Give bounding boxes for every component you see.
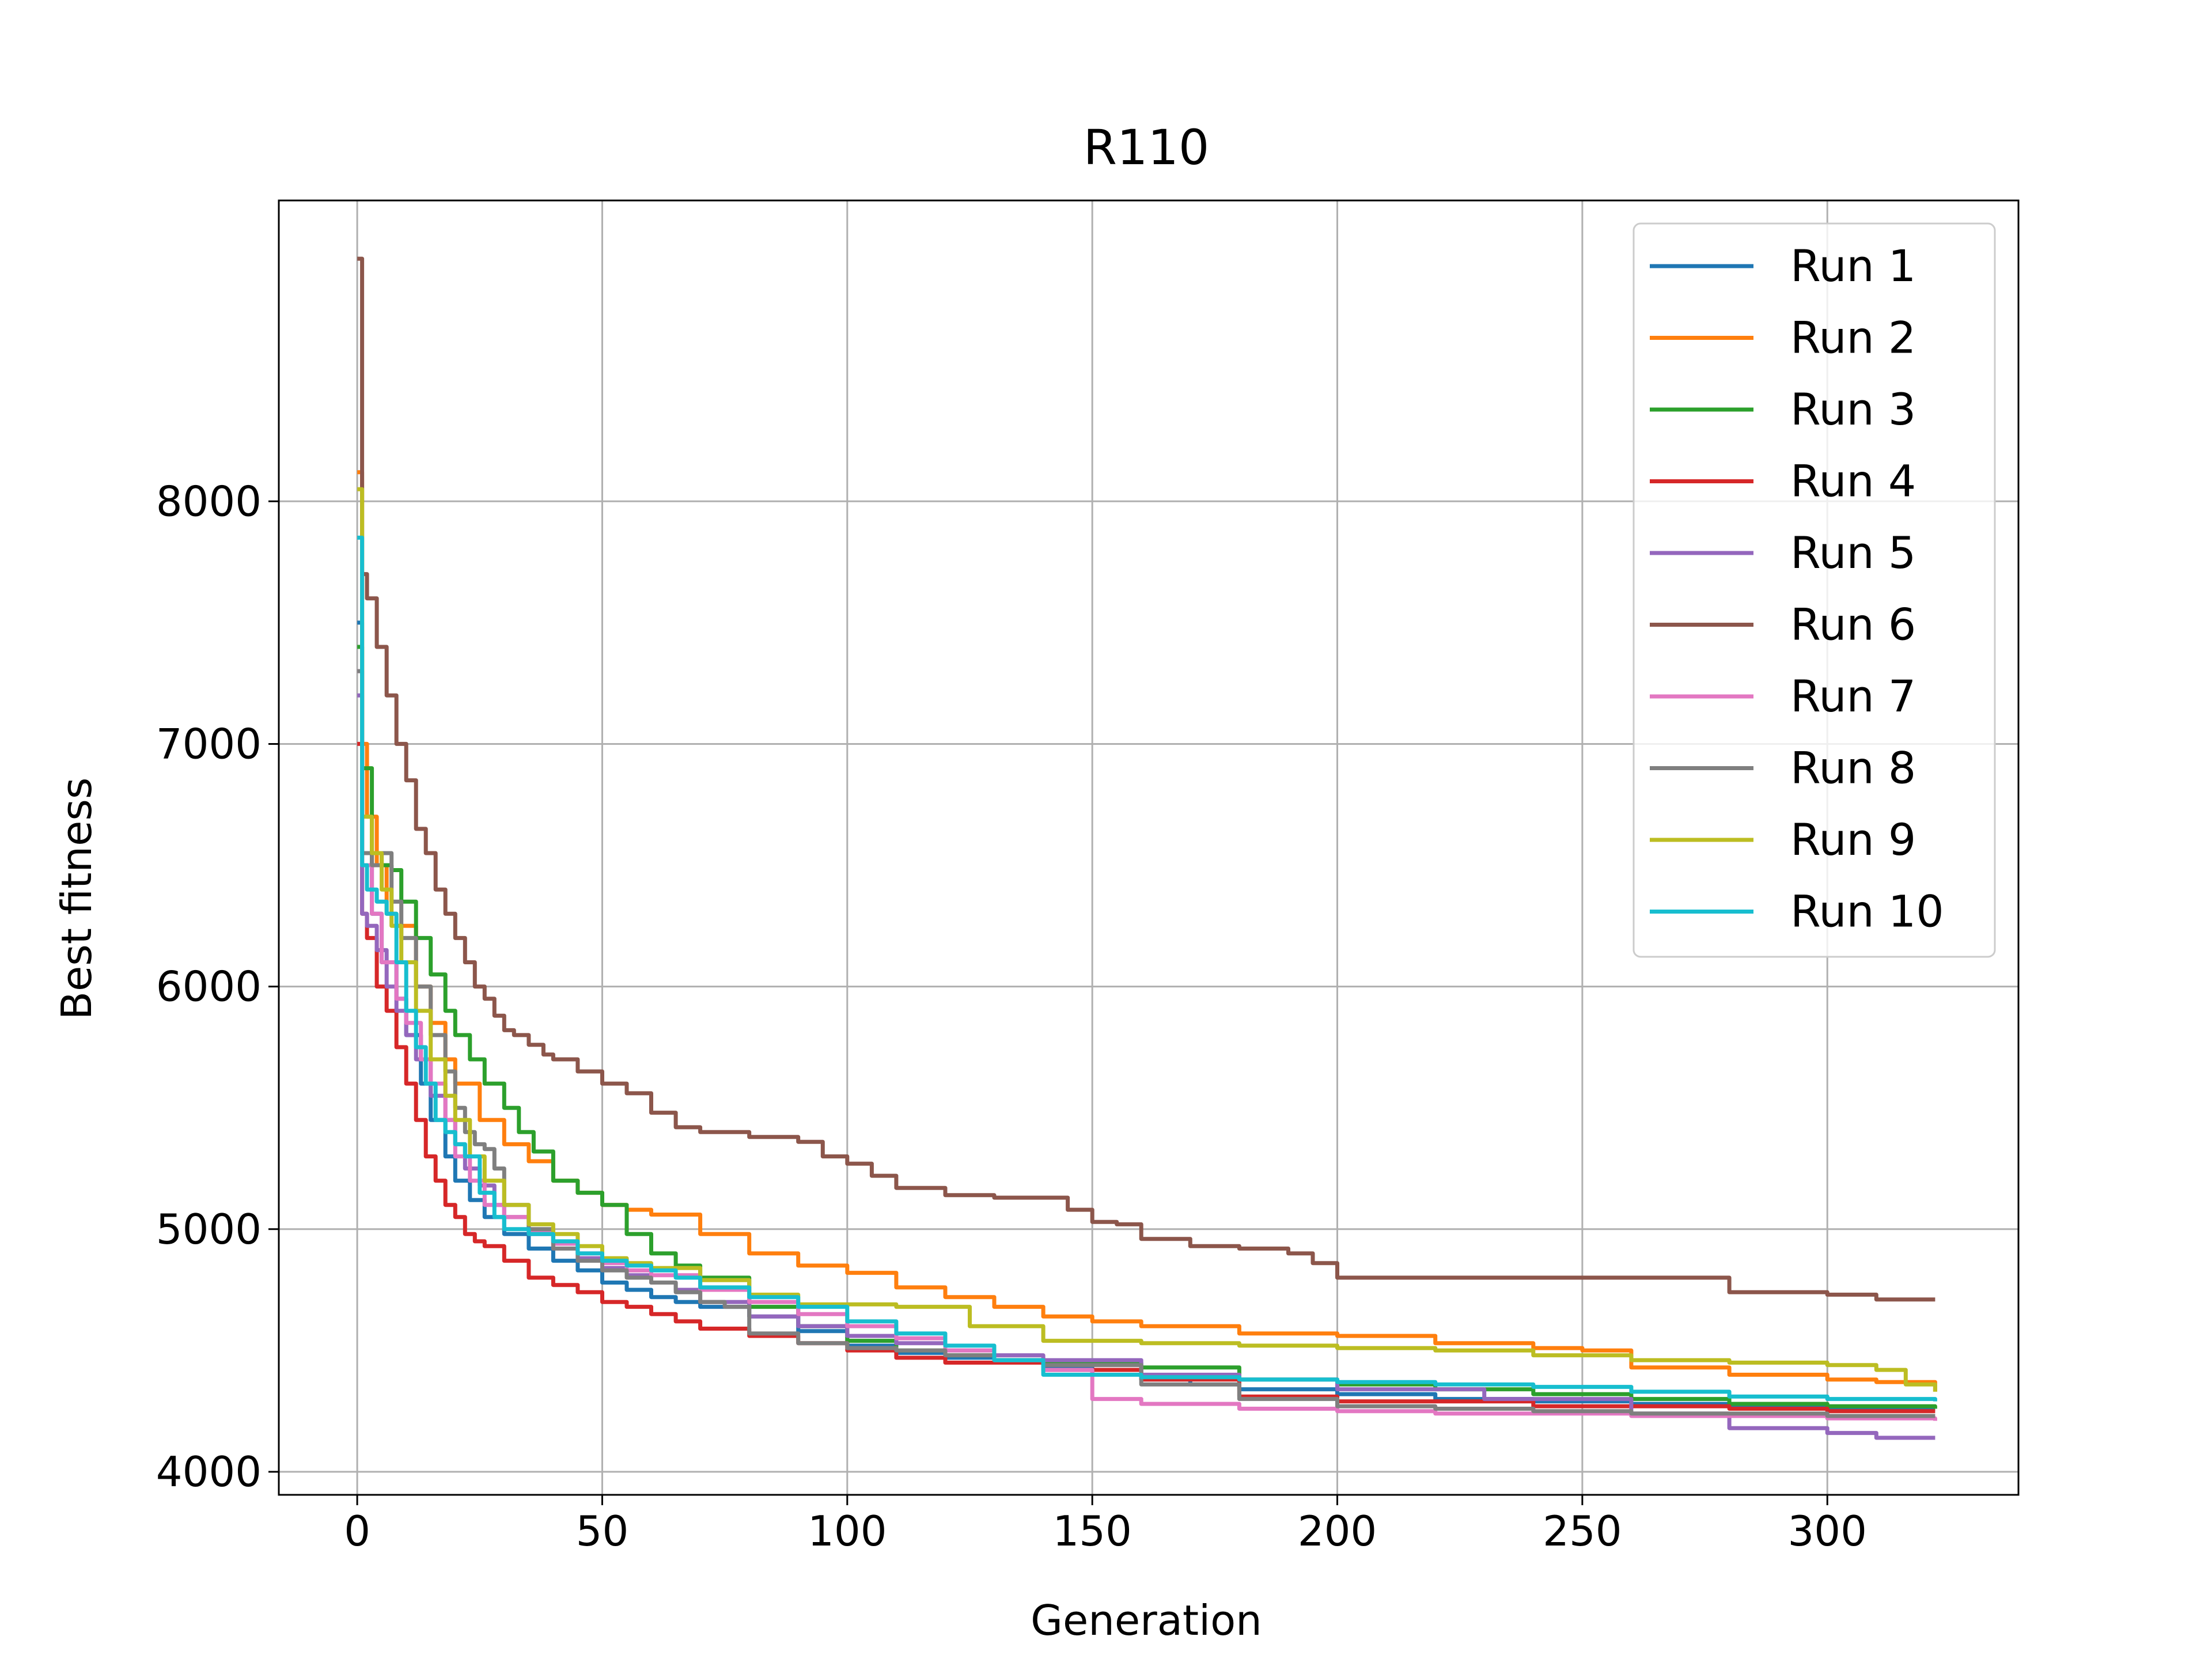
legend-label: Run 9 [1790,814,1916,865]
series-line-run-10 [357,535,1937,1402]
y-tick-label: 5000 [156,1205,262,1253]
legend-label: Run 7 [1790,671,1916,722]
y-axis-label: Best fitness [52,778,101,1020]
x-axis-label: Generation [1031,1596,1262,1645]
plot-frame [278,199,2020,1496]
x-tick-label: 300 [1788,1507,1867,1555]
x-tick-label: 0 [344,1507,370,1555]
legend-label: Run 3 [1790,384,1916,435]
x-tick-label: 100 [808,1507,887,1555]
y-tick-label: 4000 [156,1448,262,1496]
series-line-run-6 [357,256,1936,1302]
legend-label: Run 10 [1790,886,1944,937]
x-tick-label: 150 [1052,1507,1131,1555]
chart-title: R110 [1084,119,1210,176]
legend-label: Run 1 [1790,240,1916,291]
legend: Run 1 Run 2 Run 3 Run 4 Run 5 Run 6 Run 7 Run 8… [1633,222,1996,958]
series-line-run-8 [357,669,1936,1418]
y-tick-label: 6000 [156,963,262,1011]
legend-label: Run 5 [1790,527,1916,578]
legend-label: Run 4 [1790,456,1916,507]
y-tick-label: 8000 [156,477,262,525]
legend-box [1633,222,1996,958]
legend-label: Run 2 [1790,312,1916,363]
x-tick-label: 200 [1298,1507,1377,1555]
legend-label: Run 8 [1790,743,1916,794]
y-tick-label: 7000 [156,719,262,768]
legend-label: Run 6 [1790,599,1916,650]
x-tick-label: 250 [1543,1507,1622,1555]
x-tick-label: 50 [576,1507,629,1555]
